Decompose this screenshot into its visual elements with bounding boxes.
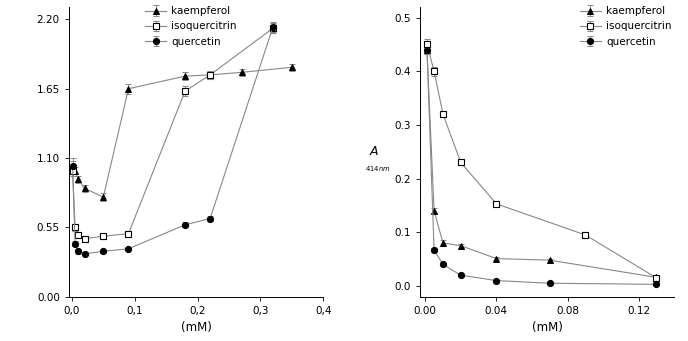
X-axis label: (mM): (mM): [532, 321, 563, 334]
X-axis label: (mM): (mM): [180, 321, 211, 334]
Legend: kaempferol, isoquercitrin, quercetin: kaempferol, isoquercitrin, quercetin: [580, 6, 671, 47]
Text: $_{414nm}$: $_{414nm}$: [365, 164, 391, 174]
Text: $A$: $A$: [369, 145, 379, 158]
Legend: kaempferol, isoquercitrin, quercetin: kaempferol, isoquercitrin, quercetin: [145, 6, 237, 47]
